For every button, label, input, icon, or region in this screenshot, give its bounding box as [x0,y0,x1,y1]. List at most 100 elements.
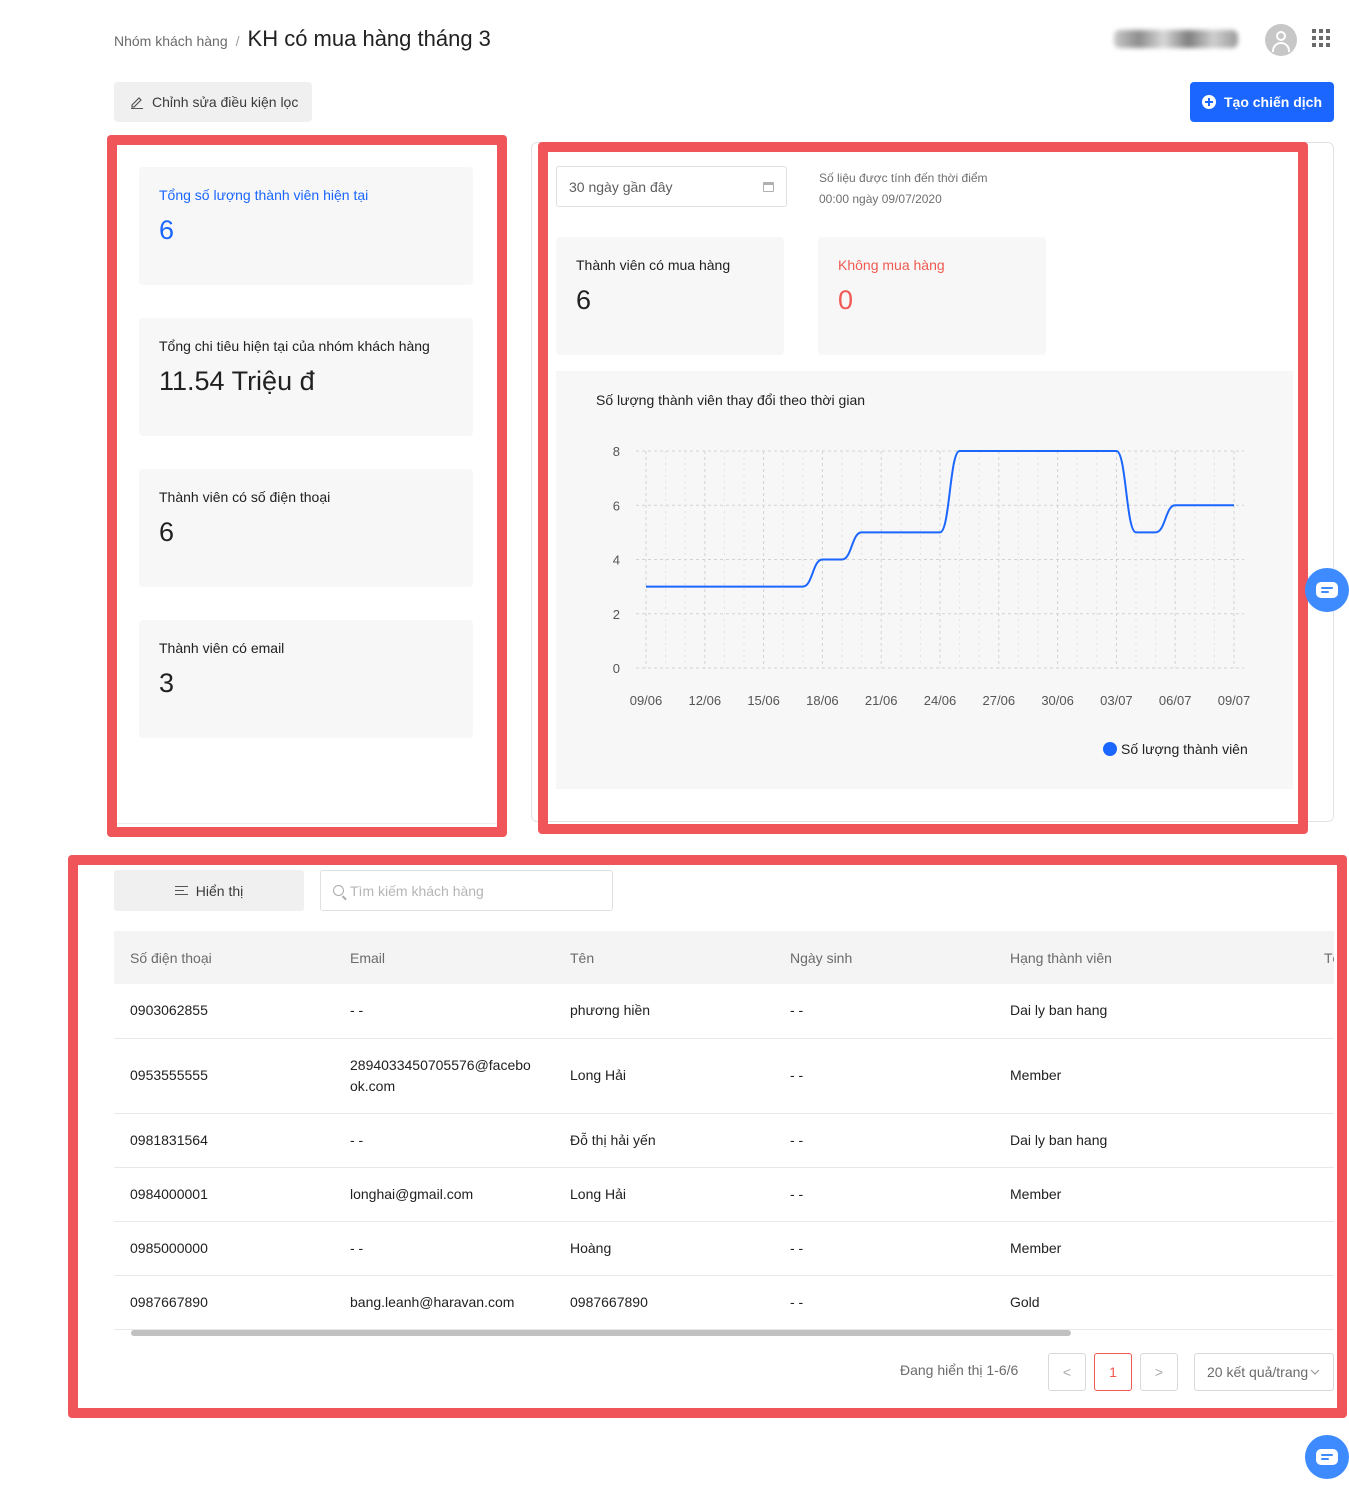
stat-value: 11.54 Triệu đ [159,366,315,396]
cell-birthday: - - [774,1275,994,1330]
table-header-row: Số điện thoại Email Tên Ngày sinh Hạng t… [114,931,1334,984]
cell-email: - - [334,1221,554,1276]
legend-marker [1103,742,1117,756]
table-row[interactable]: 0985000000 - - Hoàng - - Member [114,1221,1334,1276]
prev-page-button[interactable]: < [1048,1353,1086,1391]
y-tick-label: 2 [613,607,620,622]
pencil-icon [131,97,143,109]
search-input[interactable] [350,882,590,899]
column-header[interactable]: Hạng thành viên [994,931,1308,984]
cell-email: longhai@gmail.com [334,1167,554,1222]
column-header[interactable]: Tên [554,931,774,984]
breadcrumb-parent-link[interactable]: Nhóm khách hàng [114,33,228,49]
x-tick-label: 21/06 [865,693,898,708]
not-purchased-label: Không mua hàng [838,257,945,273]
chat-icon[interactable] [1305,1435,1349,1479]
not-purchased-value: 0 [838,285,854,315]
avatar-icon[interactable] [1265,24,1297,56]
purchased-value: 6 [576,285,592,315]
cell-phone: 0985000000 [114,1221,334,1276]
page-1-button[interactable]: 1 [1094,1353,1132,1391]
create-campaign-label: Tạo chiến dịch [1223,94,1322,110]
plus-circle-icon [1201,95,1216,109]
cell-phone: 0984000001 [114,1167,334,1222]
table-row[interactable]: 0981831564 - - Đỗ thị hải yến - - Dai ly… [114,1113,1334,1168]
cell-email: - - [334,984,554,1039]
cell-birthday: - - [774,1221,994,1276]
blurred-user-name[interactable] [1114,30,1238,48]
table-row[interactable]: 0987667890 bang.leanh@haravan.com 098766… [114,1275,1334,1330]
stat-label: Thành viên có số điện thoại [159,489,331,505]
breadcrumb-separator: / [235,33,240,49]
cell-extra [1308,984,1334,1039]
apps-grid-icon[interactable] [1312,29,1330,47]
stat-value: 6 [159,215,175,245]
y-tick-label: 6 [613,498,620,513]
y-tick-label: 8 [613,444,620,459]
cell-email: 2894033450705576@facebook.com [334,1038,554,1114]
cell-tier: Member [994,1038,1308,1114]
cell-email: - - [334,1113,554,1168]
stat-card-total-members: Tổng số lượng thành viên hiện tại 6 [139,167,473,285]
series-line [646,450,1234,588]
stat-label: Tổng số lượng thành viên hiện tại [159,187,369,203]
customer-search[interactable] [320,870,613,911]
cell-name: 0987667890 [554,1275,774,1330]
cell-tier: Dai ly ban hang [994,1113,1308,1168]
x-tick-label: 27/06 [983,693,1016,708]
customer-table: Số điện thoại Email Tên Ngày sinh Hạng t… [114,931,1334,1331]
x-tick-label: 09/07 [1218,693,1251,708]
menu-lines-icon [174,885,188,896]
display-columns-button[interactable]: Hiển thị [114,870,304,911]
cell-birthday: - - [774,1167,994,1222]
x-tick-label: 09/06 [630,693,663,708]
stat-card-email-members: Thành viên có email 3 [139,620,473,738]
page-title: KH có mua hàng tháng 3 [247,26,491,51]
calendar-icon [763,181,774,192]
x-tick-label: 15/06 [747,693,780,708]
column-header[interactable]: Email [334,931,554,984]
column-header[interactable]: Ngày sinh [774,931,994,984]
cell-name: Long Hải [554,1167,774,1222]
chart-container [556,371,1293,789]
legend-label: Số lượng thành viên [1121,741,1248,757]
y-tick-label: 0 [613,661,620,676]
x-tick-label: 03/07 [1100,693,1133,708]
cell-birthday: - - [774,1113,994,1168]
edit-filter-label: Chỉnh sửa điều kiện lọc [152,94,299,110]
cell-phone: 0987667890 [114,1275,334,1330]
breadcrumb: Nhóm khách hàng / KH có mua hàng tháng 3 [114,26,491,52]
date-range-value: 30 ngày gần đây [569,178,673,195]
cell-tier: Dai ly ban hang [994,984,1308,1039]
purchased-card: Thành viên có mua hàng 6 [556,237,784,355]
cell-birthday: - - [774,1038,994,1114]
as-of-line1: Số liệu được tính đến thời điểm [819,171,988,185]
x-tick-label: 18/06 [806,693,839,708]
not-purchased-card: Không mua hàng 0 [818,237,1046,355]
table-row[interactable]: 0984000001 longhai@gmail.com Long Hải - … [114,1167,1334,1222]
cell-extra [1308,1275,1334,1330]
x-tick-label: 06/07 [1159,693,1192,708]
x-tick-label: 30/06 [1041,693,1074,708]
create-campaign-button[interactable]: Tạo chiến dịch [1190,82,1334,122]
chevron-down-icon [1310,1369,1320,1375]
next-page-button[interactable]: > [1140,1353,1178,1391]
cell-extra [1308,1038,1334,1114]
table-row[interactable]: 0903062855 - - phương hiền - - Dai ly ba… [114,984,1334,1039]
cell-name: Hoàng [554,1221,774,1276]
pagination-info: Đang hiển thị 1-6/6 [900,1362,1019,1378]
stat-label: Tổng chi tiêu hiện tại của nhóm khách hà… [159,338,430,354]
cell-extra [1308,1221,1334,1276]
cell-extra [1308,1113,1334,1168]
as-of-note: Số liệu được tính đến thời điểm 00:00 ng… [819,168,988,210]
chat-icon[interactable] [1305,568,1349,612]
date-range-select[interactable]: 30 ngày gần đây [556,166,787,207]
page-size-select[interactable]: 20 kết quả/trang [1194,1353,1334,1391]
cell-email: bang.leanh@haravan.com [334,1275,554,1330]
edit-filter-button[interactable]: Chỉnh sửa điều kiện lọc [114,82,312,122]
table-row[interactable]: 0953555555 2894033450705576@facebook.com… [114,1038,1334,1114]
column-header[interactable]: Tổ [1308,931,1334,984]
column-header[interactable]: Số điện thoại [114,931,334,984]
table-horizontal-scrollbar[interactable] [131,1330,1071,1336]
cell-tier: Gold [994,1275,1308,1330]
